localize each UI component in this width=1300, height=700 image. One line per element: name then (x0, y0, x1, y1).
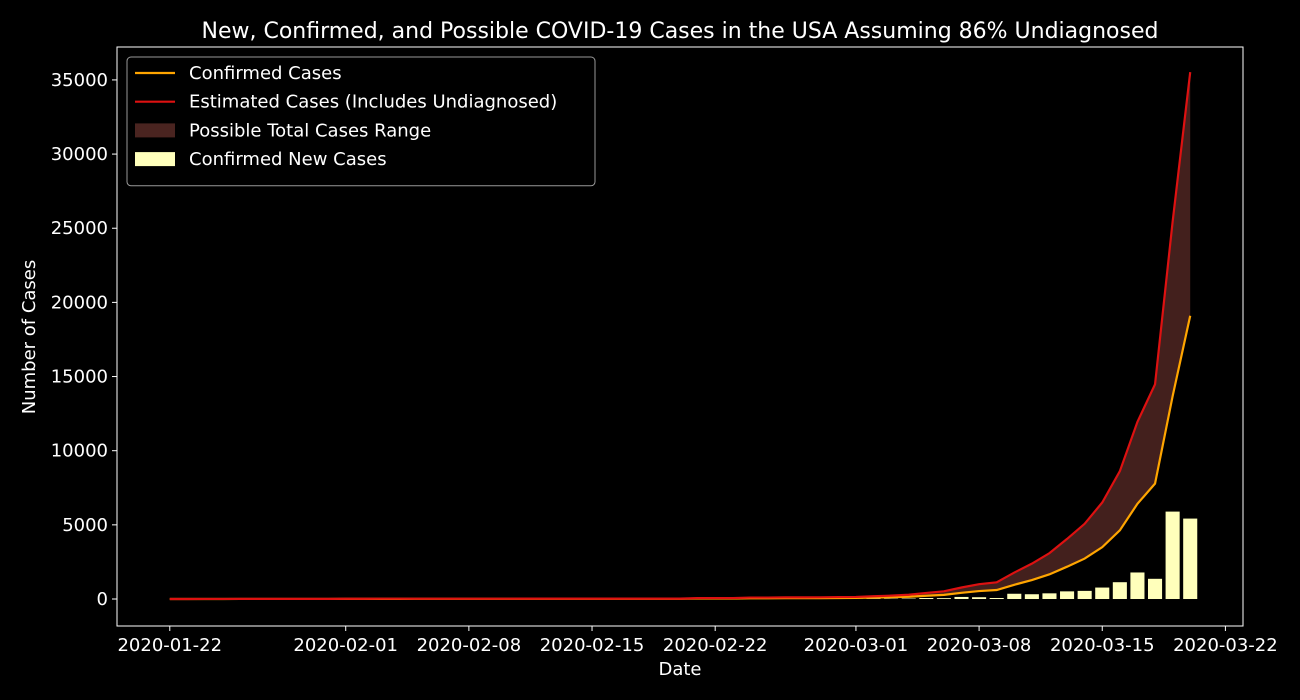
x-tick-label: 2020-02-08 (417, 635, 522, 656)
y-tick-label: 25000 (51, 218, 108, 239)
x-tick-label: 2020-03-15 (1050, 635, 1155, 656)
legend-label: Possible Total Cases Range (189, 120, 431, 141)
y-axis-label: Number of Cases (19, 260, 40, 415)
y-tick-label: 10000 (51, 441, 108, 462)
y-tick-label: 15000 (51, 367, 108, 388)
bar (954, 596, 969, 600)
x-tick-label: 2020-03-22 (1173, 635, 1278, 656)
bar (1095, 587, 1110, 600)
bar (1007, 593, 1022, 600)
line (169, 71, 1192, 601)
x-tick-label: 2020-03-01 (804, 635, 909, 656)
bar (972, 597, 987, 600)
bar (1130, 572, 1145, 600)
x-tick-label: 2020-02-01 (293, 635, 398, 656)
bar (1183, 518, 1198, 600)
bar (1024, 594, 1039, 600)
legend-swatch (135, 152, 175, 167)
legend-label: Confirmed New Cases (189, 149, 387, 170)
axes-frame (116, 46, 1244, 627)
y-tick-label: 30000 (51, 144, 108, 165)
x-tick-label: 2020-01-22 (117, 635, 222, 656)
legend-swatch (135, 123, 175, 138)
legend-label: Confirmed Cases (189, 63, 342, 84)
bar (1112, 582, 1127, 600)
chart-title: New, Confirmed, and Possible COVID-19 Ca… (202, 19, 1159, 44)
bar (1042, 593, 1057, 600)
legend-label: Estimated Cases (Includes Undiagnosed) (189, 92, 557, 113)
x-tick-label: 2020-03-08 (927, 635, 1032, 656)
plot-area (169, 71, 1198, 601)
bar (1147, 578, 1163, 600)
x-tick-label: 2020-02-15 (540, 635, 645, 656)
bar (1165, 511, 1180, 600)
legend-box (126, 56, 596, 187)
bar (919, 597, 934, 600)
bar (989, 597, 1004, 600)
y-tick-label: 0 (97, 589, 108, 610)
bar (936, 598, 951, 600)
x-axis-label: Date (658, 659, 701, 680)
bar (1077, 590, 1092, 600)
y-tick-label: 5000 (62, 515, 108, 536)
range-area (169, 72, 1191, 599)
legend: Confirmed Cases Estimated Cases (Includes… (126, 56, 596, 187)
bar (1060, 591, 1075, 600)
x-tick-label: 2020-02-22 (663, 635, 768, 656)
y-tick-label: 20000 (51, 292, 108, 313)
y-tick-label: 35000 (51, 70, 108, 91)
